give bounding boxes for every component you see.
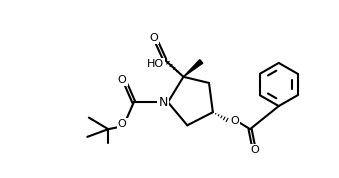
Text: O: O (149, 33, 158, 43)
Text: N: N (159, 96, 168, 109)
Text: O: O (118, 119, 126, 129)
Polygon shape (183, 60, 203, 77)
Text: O: O (250, 145, 259, 155)
Text: HO: HO (147, 59, 164, 69)
Text: O: O (118, 75, 126, 85)
Text: O: O (230, 116, 239, 126)
